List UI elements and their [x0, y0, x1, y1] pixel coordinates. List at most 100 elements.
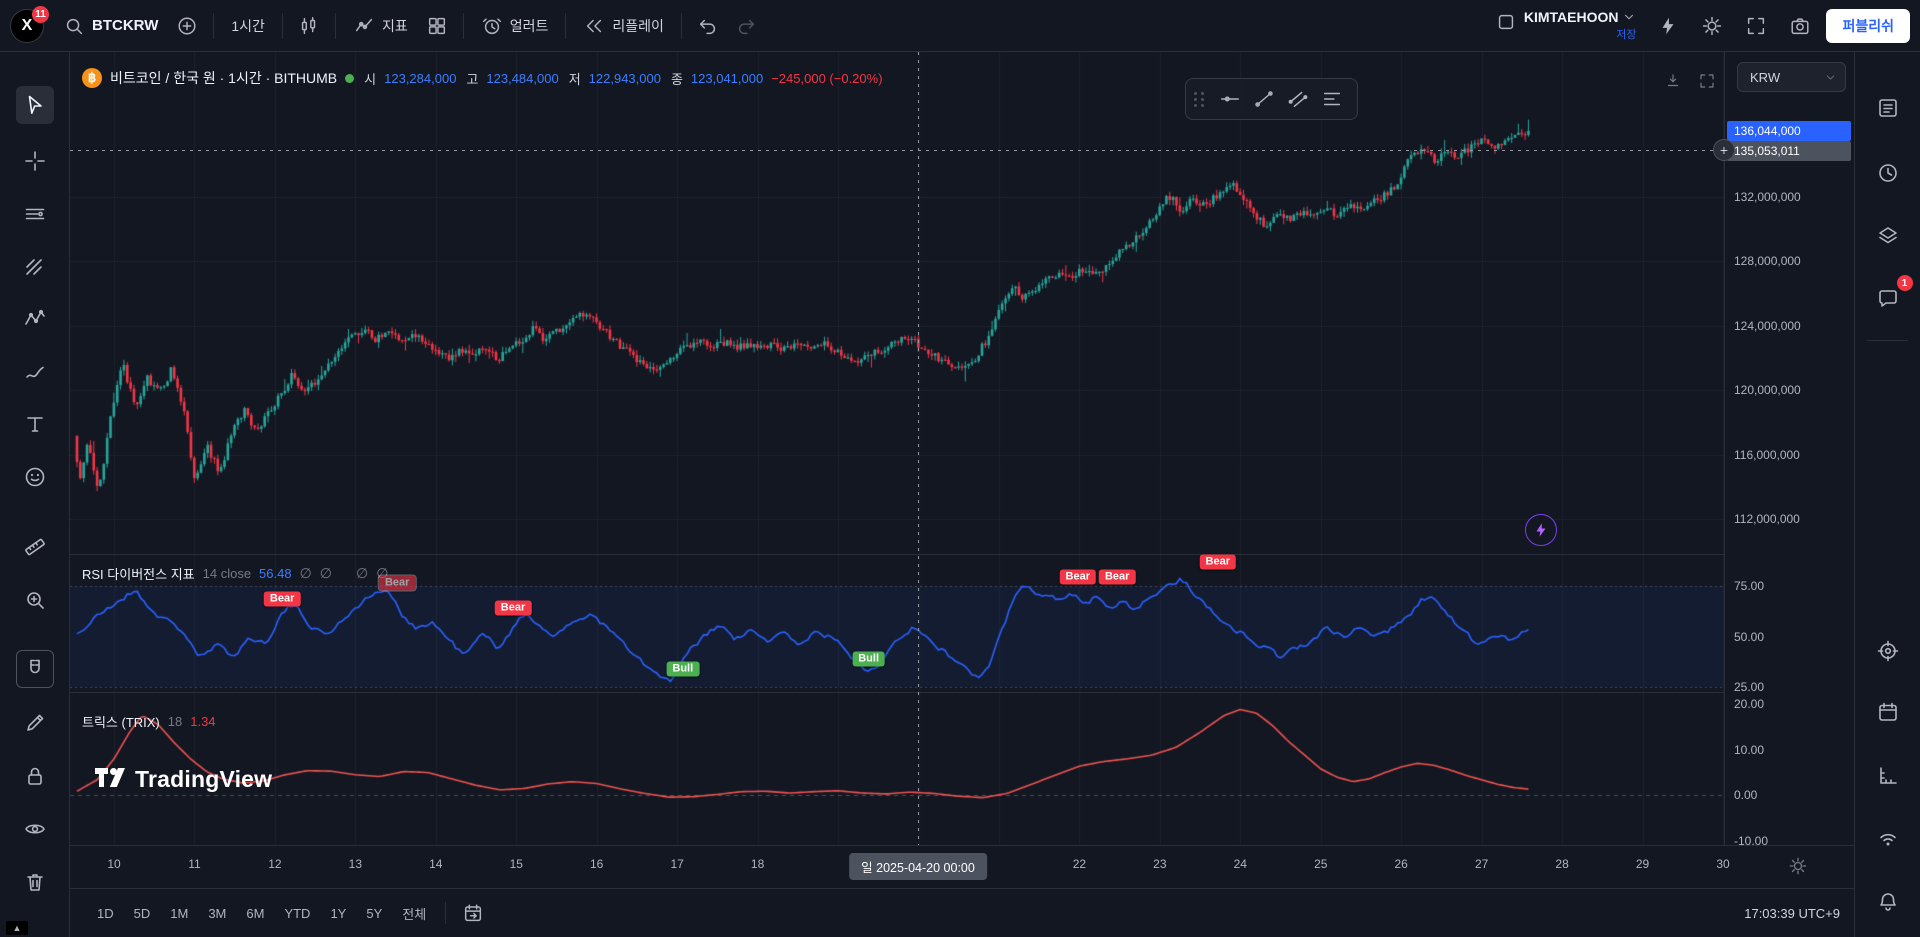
settings-button[interactable] [1694, 8, 1730, 44]
line-tools-tool-button[interactable] [16, 195, 54, 233]
broadcast-panel-button[interactable] [1868, 818, 1908, 858]
range-1m-button[interactable]: 1M [161, 900, 197, 927]
symbol-title[interactable]: 비트코인 / 한국 원 · 1시간 · BITHUMB [110, 68, 337, 88]
save-status[interactable]: 저장 [1524, 26, 1637, 42]
time-tick-18: 18 [751, 857, 764, 871]
compare-add-button[interactable] [169, 8, 205, 44]
alerts-icon [1876, 161, 1900, 185]
quick-actions-button[interactable] [1650, 8, 1686, 44]
bear-divergence-label: Bear [1099, 569, 1135, 584]
undo-button[interactable] [690, 8, 726, 44]
clock-timezone[interactable]: 17:03:39 UTC+9 [1744, 906, 1844, 921]
market-open-dot [345, 74, 354, 83]
rsi-plot-hide-icon[interactable]: ∅ [356, 565, 368, 582]
range-ytd-button[interactable]: YTD [275, 900, 319, 927]
lightning-icon [1532, 521, 1550, 539]
range-1d-button[interactable]: 1D [88, 900, 123, 927]
measure-panel-button[interactable] [1868, 756, 1908, 796]
low-value: 122,943,000 [589, 71, 661, 86]
range-5d-button[interactable]: 5D [125, 900, 160, 927]
object-tree-panel-button[interactable] [1868, 631, 1908, 671]
range-6m-button[interactable]: 6M [237, 900, 273, 927]
rsi-tick: 50.00 [1734, 630, 1764, 644]
text-icon [23, 412, 47, 436]
ruler-tool-button[interactable] [16, 528, 54, 566]
go-to-realtime-icon[interactable] [1664, 72, 1682, 90]
currency-toggle-button[interactable]: KRW [1737, 62, 1846, 92]
tradingview-logo-icon [94, 767, 126, 793]
layout-menu-button[interactable]: KIMTAEHOON 저장 [1489, 5, 1643, 46]
alarm-clock-icon [481, 15, 503, 37]
indicators-button[interactable]: 지표 [344, 8, 417, 44]
symbol-search-button[interactable]: BTCKRW [54, 8, 167, 44]
eye-tool-button[interactable] [16, 810, 54, 848]
chart-plot-area: ฿ 비트코인 / 한국 원 · 1시간 · BITHUMB 시 123,284,… [70, 52, 1724, 845]
main-chart-canvas[interactable] [70, 52, 1724, 554]
parallel-channel-button[interactable] [1281, 84, 1315, 114]
crosshair-tool-button[interactable] [16, 142, 54, 180]
notification-count-badge: 11 [32, 6, 49, 23]
fib-retracement-button[interactable] [1315, 84, 1349, 114]
go-to-date-button[interactable] [456, 898, 490, 928]
range-3m-button[interactable]: 3M [199, 900, 235, 927]
rsi-title[interactable]: RSI 다이버전스 지표 [82, 564, 195, 583]
range-1y-button[interactable]: 1Y [321, 900, 355, 927]
trash-tool-button[interactable] [16, 863, 54, 901]
redo-button[interactable] [728, 8, 764, 44]
zoom-tool-button[interactable] [16, 581, 54, 619]
time-tick-12: 12 [268, 857, 281, 871]
range-전체-button[interactable]: 전체 [393, 898, 435, 929]
trix-tick: 0.00 [1734, 788, 1757, 802]
replay-button[interactable]: 리플레이 [574, 8, 673, 44]
open-value: 123,284,000 [384, 71, 456, 86]
fullscreen-button[interactable] [1738, 8, 1774, 44]
price-scale[interactable]: KRW 132,000,000128,000,000124,000,000120… [1724, 52, 1854, 845]
pane-maximize-icon[interactable] [1698, 72, 1716, 90]
rsi-plot-hide-icon[interactable]: ∅ [300, 565, 312, 582]
chat-icon [1876, 287, 1900, 311]
axis-settings-gear-icon[interactable] [1788, 856, 1808, 876]
trend-line-tool-icon [1253, 88, 1275, 110]
add-alert-plus-button[interactable]: + [1713, 139, 1735, 161]
trix-title[interactable]: 트릭스 (TRIX) [82, 712, 160, 731]
pane-separator[interactable] [70, 554, 1724, 555]
search-icon [63, 15, 85, 37]
quick-trade-fab[interactable] [1525, 514, 1557, 546]
horizontal-line-button[interactable] [1213, 84, 1247, 114]
text-tool-button[interactable] [16, 405, 54, 443]
magnet-tool-button[interactable] [16, 650, 54, 688]
trix-legend: 트릭스 (TRIX) 18 1.34 [82, 712, 216, 731]
alert-label: 얼러트 [510, 16, 549, 36]
snapshot-button[interactable] [1782, 8, 1818, 44]
alerts-panel-button[interactable] [1868, 153, 1908, 193]
time-axis[interactable]: 101112131415161718222324252627282930 일 2… [70, 845, 1854, 888]
chart-style-button[interactable] [291, 8, 327, 44]
calendar-panel-button[interactable] [1868, 692, 1908, 732]
cursor-tool-button[interactable] [16, 86, 54, 124]
rsi-plot-hide-icon[interactable]: ∅ [320, 565, 332, 582]
toolbar-divider [282, 13, 283, 39]
emoji-tool-button[interactable] [16, 458, 54, 496]
interval-button[interactable]: 1시간 [222, 8, 274, 44]
drag-handle[interactable] [1194, 92, 1205, 107]
alert-button[interactable]: 얼러트 [472, 8, 558, 44]
chat-panel-button[interactable]: 1 [1868, 279, 1908, 319]
layers-panel-button[interactable] [1868, 216, 1908, 256]
range-5y-button[interactable]: 5Y [357, 900, 391, 927]
watchlist-panel-button[interactable] [1868, 88, 1908, 128]
parallel-channel-icon [1287, 88, 1309, 110]
lock-tool-button[interactable] [16, 757, 54, 795]
trix-pane-canvas[interactable] [70, 692, 1724, 845]
publish-button[interactable]: 퍼블리쉬 [1826, 9, 1910, 43]
layout-grid-button[interactable] [419, 8, 455, 44]
pitchfork-tool-button[interactable] [16, 247, 54, 285]
brush-tool-button[interactable] [16, 353, 54, 391]
notifications-panel-button[interactable] [1868, 882, 1908, 922]
pane-separator[interactable] [70, 692, 1724, 693]
patterns-tool-button[interactable] [16, 300, 54, 338]
toolbar-expand-button[interactable]: ▲ [6, 921, 28, 935]
time-tick-11: 11 [188, 857, 200, 871]
app-logo[interactable]: X 11 [10, 9, 44, 43]
trend-line-tool-button[interactable] [1247, 84, 1281, 114]
draw-tool-button[interactable] [16, 704, 54, 742]
